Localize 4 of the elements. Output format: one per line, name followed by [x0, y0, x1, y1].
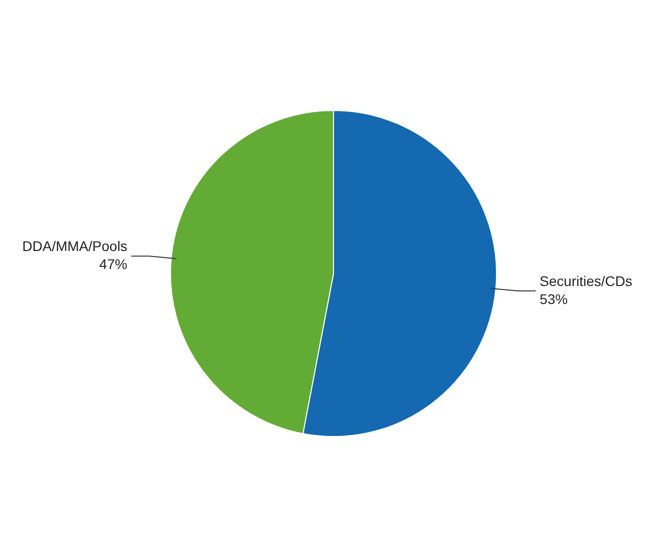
data-label: 47% — [99, 256, 128, 272]
data-label: 53% — [540, 290, 568, 307]
slice-label: Securities/CDs — [540, 272, 632, 289]
slice-label: DDA/MMA/Pools — [22, 238, 128, 254]
